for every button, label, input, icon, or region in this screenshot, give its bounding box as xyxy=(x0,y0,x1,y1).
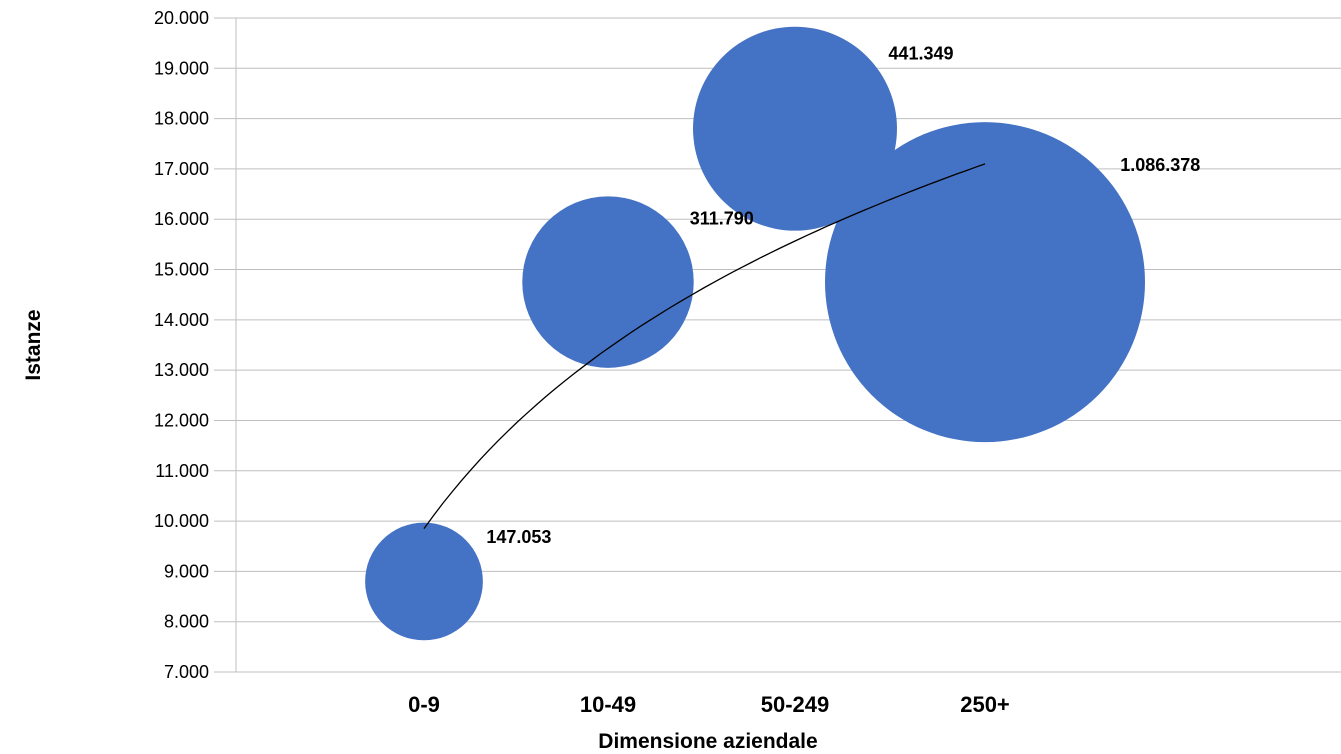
y-tick-label: 19.000 xyxy=(154,58,209,78)
data-label: 1.086.378 xyxy=(1120,155,1200,175)
data-label: 441.349 xyxy=(888,43,953,63)
x-axis-categories: 0-9 10-49 50-249 250+ xyxy=(408,692,1010,717)
y-tick-label: 7.000 xyxy=(164,662,209,682)
y-tick-label: 12.000 xyxy=(154,410,209,430)
y-tick-label: 14.000 xyxy=(154,310,209,330)
bubble xyxy=(522,196,694,368)
data-labels: 147.053 311.790 441.349 1.086.378 xyxy=(486,43,1200,547)
y-tick-label: 16.000 xyxy=(154,209,209,229)
bubble xyxy=(365,522,483,641)
x-category-label: 50-249 xyxy=(761,692,830,717)
bubbles xyxy=(365,26,1145,641)
y-tick-label: 8.000 xyxy=(164,612,209,632)
x-axis-title: Dimensione aziendale xyxy=(598,730,817,753)
x-category-label: 0-9 xyxy=(408,692,440,717)
y-tick-label: 13.000 xyxy=(154,360,209,380)
y-axis-ticks: 7.000 8.000 9.000 10.000 11.000 12.000 13.000 1… xyxy=(154,8,209,682)
data-label: 147.053 xyxy=(486,527,551,547)
y-tick-label: 10.000 xyxy=(154,511,209,531)
y-tick-label: 18.000 xyxy=(154,109,209,129)
y-tick-label: 11.000 xyxy=(155,461,209,481)
trendline xyxy=(423,163,986,529)
x-category-label: 250+ xyxy=(960,692,1010,717)
bubble xyxy=(693,26,897,231)
bubble xyxy=(825,122,1145,443)
y-tick-label: 9.000 xyxy=(164,561,209,581)
x-category-label: 10-49 xyxy=(580,692,636,717)
y-tick-label: 20.000 xyxy=(154,8,209,28)
data-label: 311.790 xyxy=(690,208,754,228)
y-tick-label: 15.000 xyxy=(154,260,209,280)
y-tick-label: 17.000 xyxy=(154,159,209,179)
y-axis-title: Istanze xyxy=(22,309,45,380)
